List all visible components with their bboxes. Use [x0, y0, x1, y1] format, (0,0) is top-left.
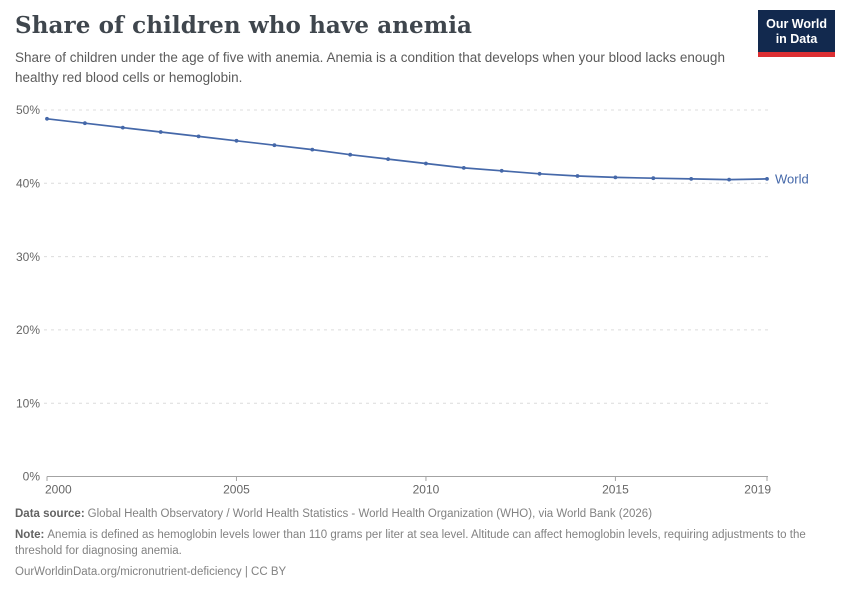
data-point[interactable] — [461, 166, 466, 170]
owid-logo-line2: in Data — [775, 32, 818, 46]
line-chart[interactable]: 0% 10% 20% 30% 40% 50% 2000 2005 2010 2015 2019 Wor… — [0, 95, 850, 500]
y-axis-tick-label: 40% — [16, 177, 40, 191]
data-source-text: Global Health Observatory / World Health… — [87, 508, 653, 520]
y-axis-tick-label: 30% — [16, 250, 40, 264]
x-axis-tick-label: 2000 — [45, 483, 72, 497]
chart-canvas[interactable]: 0% 10% 20% 30% 40% 50% 2000 2005 2010 2015 2019 Wor… — [0, 95, 850, 500]
data-point[interactable] — [689, 177, 694, 181]
chart-subtitle: Share of children under the age of five … — [15, 50, 725, 85]
data-point[interactable] — [45, 116, 49, 121]
data-point[interactable] — [537, 171, 542, 176]
chart-header: Share of children who have anemia Our Wo… — [15, 10, 835, 88]
data-point[interactable] — [348, 152, 353, 157]
data-point[interactable] — [424, 161, 428, 166]
data-point[interactable] — [196, 134, 201, 139]
x-axis-tick-label: 2015 — [602, 483, 629, 497]
x-axis-tick-label: 2010 — [413, 483, 440, 497]
note-label: Note: — [15, 528, 45, 541]
x-axis-tick-label: 2005 — [223, 483, 250, 497]
data-point[interactable] — [120, 125, 125, 130]
data-point[interactable] — [386, 157, 390, 161]
chart-footer: Data source: Global Health Observatory / … — [15, 506, 835, 584]
data-point[interactable] — [727, 177, 731, 182]
series-label-world[interactable]: World — [775, 171, 809, 186]
data-point[interactable] — [499, 168, 504, 173]
data-point[interactable] — [83, 121, 87, 126]
y-axis-tick-label: 0% — [23, 470, 41, 484]
y-axis-tick-label: 10% — [16, 396, 40, 410]
note-line: Note: Anemia is defined as hemoglobin lev… — [15, 527, 825, 560]
data-point[interactable] — [575, 174, 580, 178]
page-title: Share of children who have anemia — [15, 12, 473, 39]
data-point[interactable] — [310, 147, 315, 152]
data-point[interactable] — [272, 143, 277, 148]
data-source-label: Data source: — [15, 508, 85, 520]
note-text: Anemia is defined as hemoglobin levels l… — [15, 528, 806, 558]
owid-logo[interactable]: Our World in Data — [758, 10, 835, 57]
owid-logo-line1: Our World — [766, 17, 827, 31]
data-source-line: Data source: Global Health Observatory / … — [15, 506, 825, 523]
world-line[interactable] — [46, 117, 768, 181]
y-axis-tick-label: 20% — [16, 323, 40, 337]
data-point[interactable] — [613, 175, 618, 180]
data-point[interactable] — [234, 138, 239, 143]
x-axis-tick-label: 2019 — [744, 483, 771, 497]
data-point[interactable] — [765, 177, 769, 181]
data-point[interactable] — [158, 130, 163, 134]
y-axis-tick-label: 50% — [16, 103, 40, 117]
citation-link[interactable]: OurWorldinData.org/micronutrient-deficie… — [15, 565, 287, 578]
data-point[interactable] — [651, 176, 656, 181]
